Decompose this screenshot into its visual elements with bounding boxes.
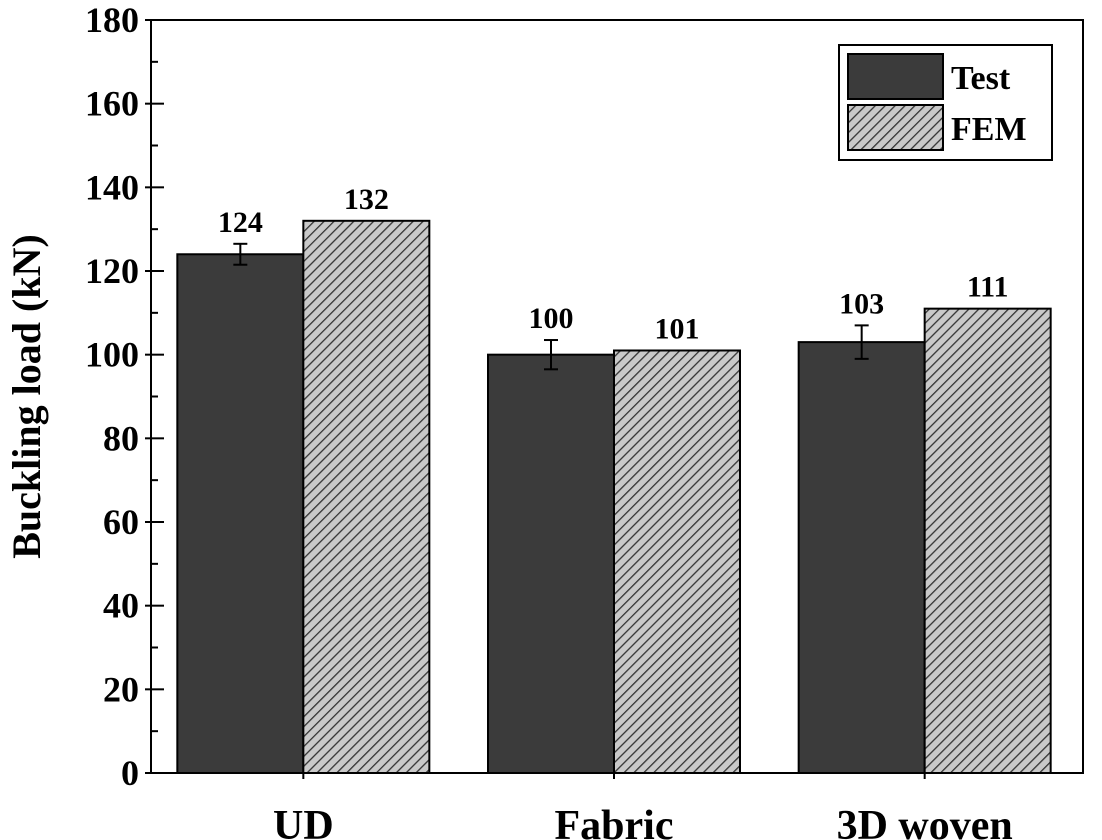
data-label-test-0: 124 (218, 206, 263, 239)
y-tick-label-40: 40 (103, 586, 139, 626)
data-label-test-1: 100 (529, 302, 574, 335)
bar-test-1 (487, 353, 615, 774)
y-tick-label-140: 140 (85, 167, 139, 207)
legend-label-test: Test (951, 60, 1011, 97)
x-category-label: 3D woven (837, 803, 1013, 840)
bar-test-2 (797, 341, 926, 774)
y-axis-label: Buckling load (kN) (4, 234, 49, 559)
data-label-fem-1: 101 (655, 312, 700, 345)
data-label-fem-2: 111 (967, 271, 1009, 304)
data-label-fem-0: 132 (344, 183, 389, 216)
x-category-label: Fabric (555, 803, 674, 840)
bar-fem-1 (613, 349, 741, 774)
bar-fem-2 (923, 307, 1052, 774)
legend-label-fem: FEM (951, 111, 1027, 148)
y-tick-label-20: 20 (103, 669, 139, 709)
bar-fem-0 (302, 219, 431, 775)
bar-test-0 (176, 253, 305, 774)
legend-swatch-fem (847, 104, 944, 151)
y-tick-label-180: 180 (85, 0, 139, 40)
data-label-test-2: 103 (839, 287, 884, 320)
y-tick-label-120: 120 (85, 251, 139, 291)
y-tick-label-80: 80 (103, 418, 139, 458)
x-category-label: UD (273, 803, 334, 840)
y-tick-label-100: 100 (85, 335, 139, 375)
y-tick-label-60: 60 (103, 502, 139, 542)
y-tick-label-0: 0 (121, 753, 139, 793)
y-tick-label-160: 160 (85, 84, 139, 124)
legend-swatch-test (847, 53, 944, 100)
